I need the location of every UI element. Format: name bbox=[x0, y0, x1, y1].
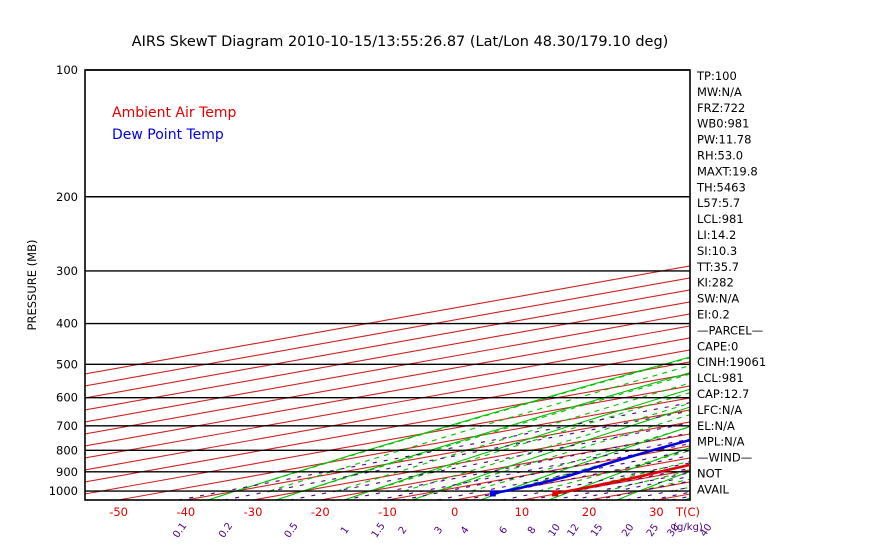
stat-el-n-a: EL:N/A bbox=[697, 419, 735, 433]
stat-rh-53-0: RH:53.0 bbox=[697, 149, 743, 163]
stat-wind: —WIND— bbox=[697, 451, 752, 465]
y-axis-title: PRESSURE (MB) bbox=[25, 240, 39, 331]
pressure-tick-200: 200 bbox=[56, 190, 78, 204]
legend-dew-point-temp: Dew Point Temp bbox=[112, 127, 224, 143]
stat-not: NOT bbox=[697, 467, 723, 481]
mixing-ratio-tick-4: 4 bbox=[459, 525, 472, 537]
bottom-temp-tick--20: -20 bbox=[311, 505, 330, 519]
bottom-temp-tick--10: -10 bbox=[378, 505, 397, 519]
pressure-tick-900: 900 bbox=[56, 465, 78, 479]
pressure-tick-800: 800 bbox=[56, 443, 78, 457]
mixing-ratio-tick-6: 6 bbox=[498, 525, 511, 537]
stat-avail: AVAIL bbox=[697, 482, 730, 496]
mixing-ratio-tick-8: 8 bbox=[526, 525, 539, 537]
stat-tp-100: TP:100 bbox=[696, 69, 737, 83]
stat-li-14-2: LI:14.2 bbox=[697, 228, 736, 242]
stat-lcl-981: LCL:981 bbox=[697, 371, 744, 385]
mixing-ratio-tick-3: 3 bbox=[433, 525, 446, 537]
dewpoint-profile-line bbox=[491, 438, 690, 495]
pressure-tick-300: 300 bbox=[56, 264, 78, 278]
bottom-temp-tick--50: -50 bbox=[109, 505, 128, 519]
stat-ei-0-2: EI:0.2 bbox=[697, 308, 730, 322]
mixing-ratio-tick-2: 2 bbox=[397, 525, 410, 537]
bottom-temp-tick-30: 30 bbox=[649, 505, 664, 519]
stat-sw-n-a: SW:N/A bbox=[697, 292, 739, 306]
pressure-tick-500: 500 bbox=[56, 357, 78, 371]
pressure-tick-400: 400 bbox=[56, 317, 78, 331]
temp-profile-line bbox=[554, 463, 690, 495]
stat-parcel: —PARCEL— bbox=[697, 323, 763, 337]
stat-pw-11-78: PW:11.78 bbox=[697, 133, 751, 147]
stat-wb0-981: WB0:981 bbox=[697, 117, 749, 131]
bottom-temp-tick--40: -40 bbox=[176, 505, 195, 519]
mixing-axis-title: (g/kg) bbox=[673, 522, 703, 533]
x-axis-title: T(C) bbox=[675, 505, 700, 519]
stat-cape-0: CAPE:0 bbox=[697, 339, 738, 353]
pressure-tick-100: 100 bbox=[56, 63, 78, 77]
pressure-tick-600: 600 bbox=[56, 391, 78, 405]
legend-ambient-air-temp: Ambient Air Temp bbox=[112, 105, 237, 121]
pressure-tick-1000: 1000 bbox=[49, 484, 78, 498]
bottom-temp-tick-20: 20 bbox=[582, 505, 597, 519]
stat-lfc-n-a: LFC:N/A bbox=[697, 403, 742, 417]
stat-th-5463: TH:5463 bbox=[696, 180, 746, 194]
bottom-temp-tick-10: 10 bbox=[515, 505, 530, 519]
stat-cinh-19061: CINH:19061 bbox=[697, 355, 766, 369]
stat-cap-12-7: CAP:12.7 bbox=[697, 387, 749, 401]
stat-mw-n-a: MW:N/A bbox=[697, 85, 742, 99]
mixing-ratio-tick-1: 1 bbox=[339, 525, 352, 537]
stat-frz-722: FRZ:722 bbox=[697, 101, 745, 115]
stat-mpl-n-a: MPL:N/A bbox=[697, 435, 745, 449]
stat-lcl-981: LCL:981 bbox=[697, 212, 744, 226]
stat-si-10-3: SI:10.3 bbox=[697, 244, 737, 258]
page-title: AIRS SkewT Diagram 2010-10-15/13:55:26.8… bbox=[132, 34, 669, 50]
stat-l57-5-7: L57:5.7 bbox=[697, 196, 740, 210]
bottom-temp-tick-0: 0 bbox=[451, 505, 458, 519]
bottom-temp-tick--30: -30 bbox=[244, 505, 263, 519]
pressure-tick-700: 700 bbox=[56, 419, 78, 433]
stat-maxt-19-8: MAXT:19.8 bbox=[697, 164, 758, 178]
stat-tt-35-7: TT:35.7 bbox=[696, 260, 739, 274]
stat-ki-282: KI:282 bbox=[697, 276, 734, 290]
